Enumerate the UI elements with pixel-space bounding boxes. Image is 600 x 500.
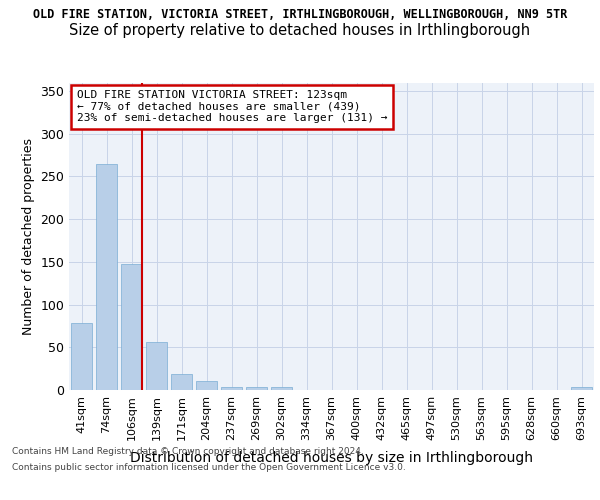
Bar xyxy=(71,324,92,390)
Bar xyxy=(221,386,242,390)
X-axis label: Distribution of detached houses by size in Irthlingborough: Distribution of detached houses by size … xyxy=(130,451,533,465)
Bar xyxy=(146,342,167,390)
Text: Contains public sector information licensed under the Open Government Licence v3: Contains public sector information licen… xyxy=(12,462,406,471)
Text: Size of property relative to detached houses in Irthlingborough: Size of property relative to detached ho… xyxy=(70,22,530,38)
Bar xyxy=(271,386,292,390)
Bar xyxy=(246,386,267,390)
Text: OLD FIRE STATION, VICTORIA STREET, IRTHLINGBOROUGH, WELLINGBOROUGH, NN9 5TR: OLD FIRE STATION, VICTORIA STREET, IRTHL… xyxy=(33,8,567,20)
Y-axis label: Number of detached properties: Number of detached properties xyxy=(22,138,35,335)
Bar xyxy=(196,382,217,390)
Text: OLD FIRE STATION VICTORIA STREET: 123sqm
← 77% of detached houses are smaller (4: OLD FIRE STATION VICTORIA STREET: 123sqm… xyxy=(77,90,388,124)
Bar xyxy=(571,388,592,390)
Bar xyxy=(121,264,142,390)
Bar xyxy=(96,164,117,390)
Bar xyxy=(171,374,192,390)
Text: Contains HM Land Registry data © Crown copyright and database right 2024.: Contains HM Land Registry data © Crown c… xyxy=(12,448,364,456)
